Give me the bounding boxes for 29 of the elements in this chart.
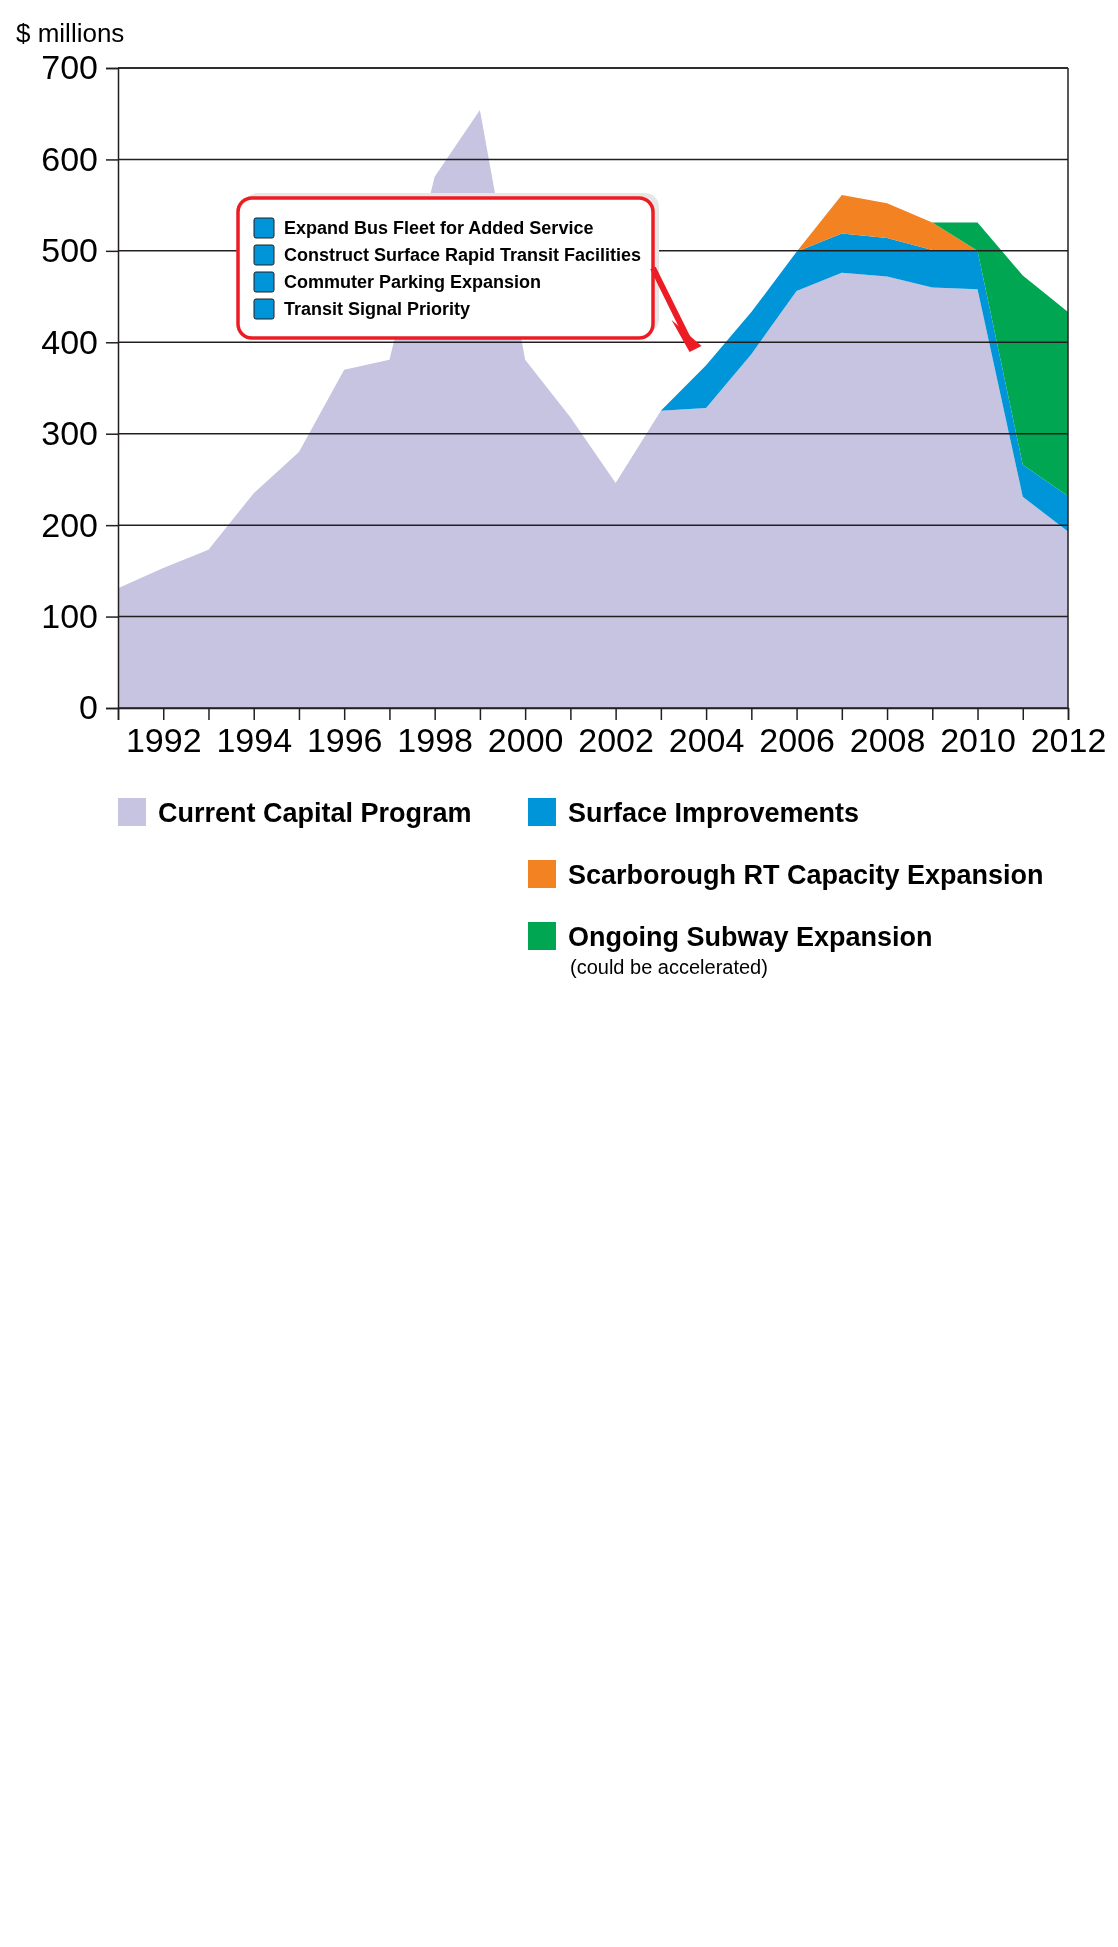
x-tick-label: 2002 xyxy=(578,721,654,760)
x-tick-label: 2010 xyxy=(940,721,1016,760)
x-tick-label: 1994 xyxy=(216,721,293,760)
x-tick-label: 1992 xyxy=(125,721,202,760)
annotation: Expand Bus Fleet for Added Service xyxy=(284,218,594,238)
y-tick-label: 200 xyxy=(41,505,98,544)
x-tick-label: 1998 xyxy=(397,721,473,760)
x-tick-label: 1996 xyxy=(306,721,383,760)
y-tick-label: 600 xyxy=(41,139,98,178)
annotation: Construct Surface Rapid Transit Facilities xyxy=(284,245,642,265)
y-tick-label: 300 xyxy=(41,414,98,453)
annotation: Commuter Parking Expansion xyxy=(284,272,542,292)
x-tick-label: 2008 xyxy=(849,721,926,760)
legend-label: Scarborough RT Capacity Expansion xyxy=(568,860,1044,890)
y-tick-label: 700 xyxy=(41,48,98,87)
y-tick-label: 100 xyxy=(41,596,98,635)
x-tick-label: 2012 xyxy=(1030,721,1107,760)
y-axis-title: $ millions xyxy=(16,18,125,48)
legend-label: Current Capital Program xyxy=(158,798,472,828)
legend-label: Ongoing Subway Expansion xyxy=(568,922,933,952)
x-tick-label: 2004 xyxy=(668,721,745,760)
text: (could be accelerated) xyxy=(570,956,768,978)
annotation: Transit Signal Priority xyxy=(284,299,471,319)
y-tick-label: 400 xyxy=(41,322,98,361)
legend-label: Surface Improvements xyxy=(568,798,860,828)
x-tick-label: 2006 xyxy=(759,721,835,760)
y-tick-label: 0 xyxy=(79,688,98,727)
y-tick-label: 500 xyxy=(41,231,98,270)
x-tick-label: 2000 xyxy=(487,721,564,760)
